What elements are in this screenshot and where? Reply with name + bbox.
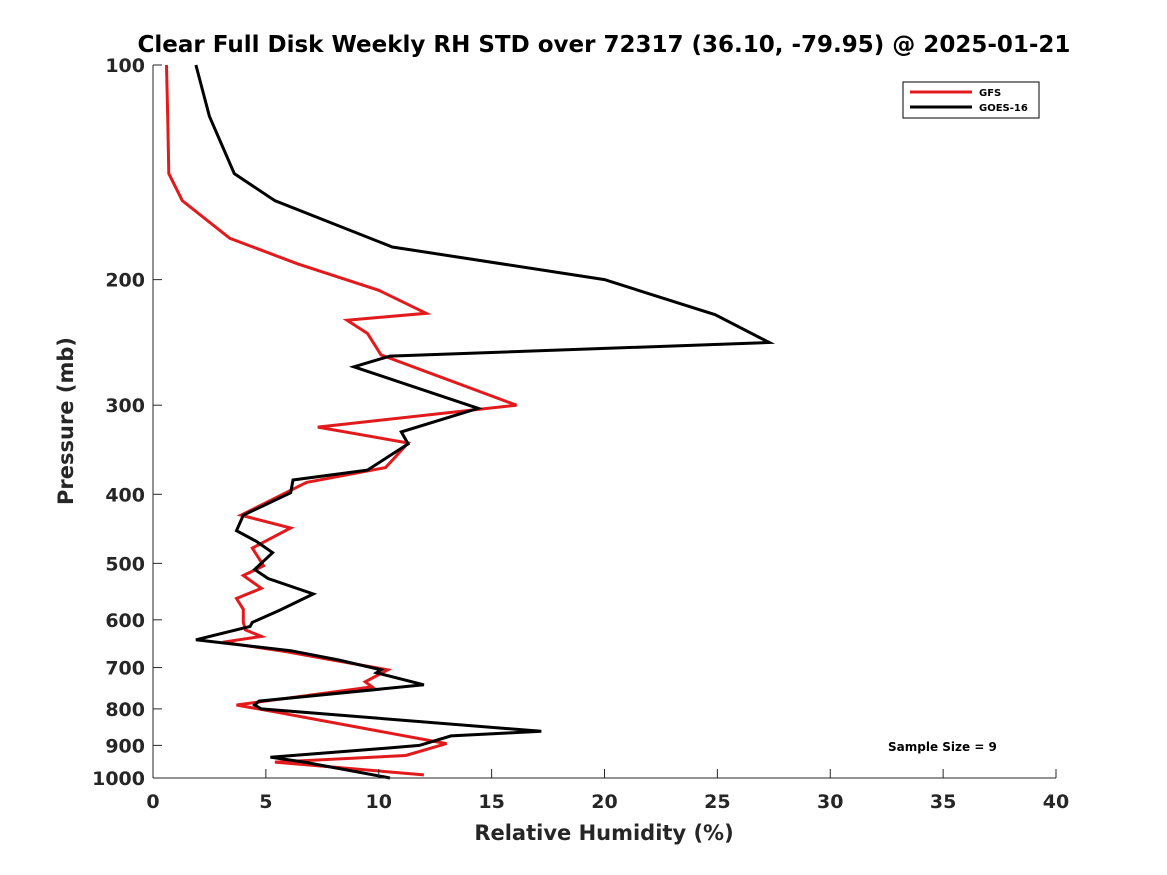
y-axis-label: Pressure (mb) [54,337,78,505]
x-tick-label: 40 [1043,791,1069,813]
y-tick-label: 100 [105,55,145,77]
legend: GFS GOES-16 [902,81,1040,119]
y-tick-label: 200 [105,270,145,292]
legend-label-goes16: GOES-16 [979,103,1028,114]
x-tick-label: 10 [366,791,392,813]
x-tick-label: 35 [930,791,956,813]
y-tick-label: 600 [105,610,145,632]
plot-area [165,64,776,780]
x-tick-label: 25 [704,791,730,813]
chart-title: Clear Full Disk Weekly RH STD over 72317… [138,32,1071,58]
y-tick-label: 300 [105,395,145,417]
x-axis-label: Relative Humidity (%) [474,821,733,845]
y-tick-label: 500 [105,553,145,575]
y-tick-label: 1000 [92,768,145,790]
y-axis: 100 200 300 400 500 600 700 800 900 1000 [92,55,162,790]
y-tick-label: 900 [105,735,145,757]
x-tick-label: 0 [146,791,159,813]
y-tick-label: 800 [105,699,145,721]
x-axis: 0 5 10 15 20 25 30 35 40 [146,769,1069,813]
legend-box [902,81,1040,119]
x-tick-label: 20 [591,791,617,813]
y-tick-label: 700 [105,658,145,680]
series-line-gfs [165,64,518,777]
y-tick-label: 400 [105,484,145,506]
x-tick-label: 30 [817,791,843,813]
sample-size-annotation: Sample Size = 9 [888,740,997,754]
series-line-goes16 [194,64,776,780]
legend-label-gfs: GFS [979,88,1001,99]
x-tick-label: 15 [478,791,504,813]
x-tick-label: 5 [259,791,272,813]
